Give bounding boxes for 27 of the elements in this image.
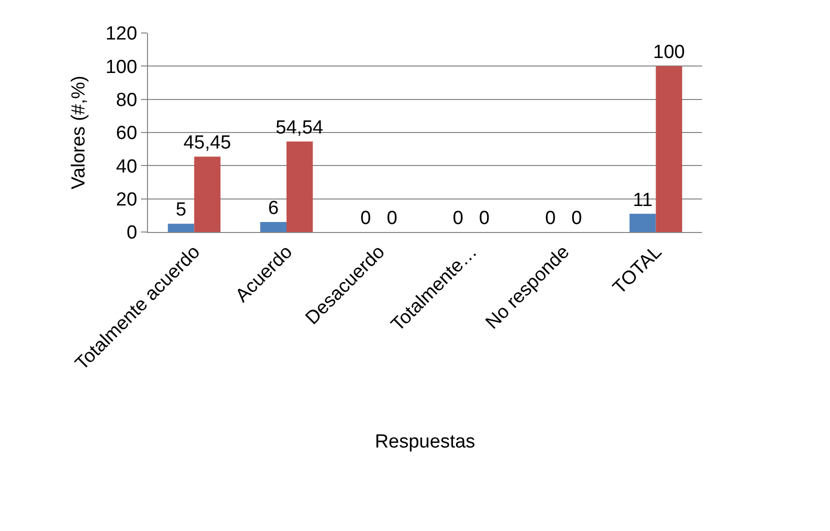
data-label: 100 [653, 42, 685, 64]
data-label: 11 [632, 190, 653, 211]
bar [260, 222, 286, 232]
y-tick-label: 40 [116, 156, 138, 178]
bar [168, 224, 194, 232]
data-label: 0 [386, 208, 398, 229]
bar [630, 214, 656, 232]
y-tick-label: 80 [116, 90, 138, 111]
x-axis-title: Respuestas [374, 431, 476, 452]
y-tick-label: 120 [105, 24, 138, 45]
y-axis-title: Valores (#,%) [68, 76, 90, 190]
y-tick-label: 0 [126, 222, 138, 244]
y-tick-label: 60 [116, 123, 138, 144]
bar [656, 66, 682, 232]
data-label: 0 [479, 208, 490, 229]
y-tick-label: 20 [116, 189, 138, 210]
bar [286, 142, 313, 232]
data-label: 0 [545, 208, 556, 229]
data-label: 5 [176, 200, 186, 221]
data-label: 54,54 [276, 118, 324, 139]
data-label: 0 [452, 208, 464, 229]
data-label: 0 [571, 208, 582, 229]
bar [194, 156, 220, 232]
data-label: 45,45 [184, 132, 232, 154]
data-label: 0 [360, 208, 371, 229]
y-tick-label: 100 [105, 56, 138, 78]
data-label: 6 [268, 198, 279, 220]
